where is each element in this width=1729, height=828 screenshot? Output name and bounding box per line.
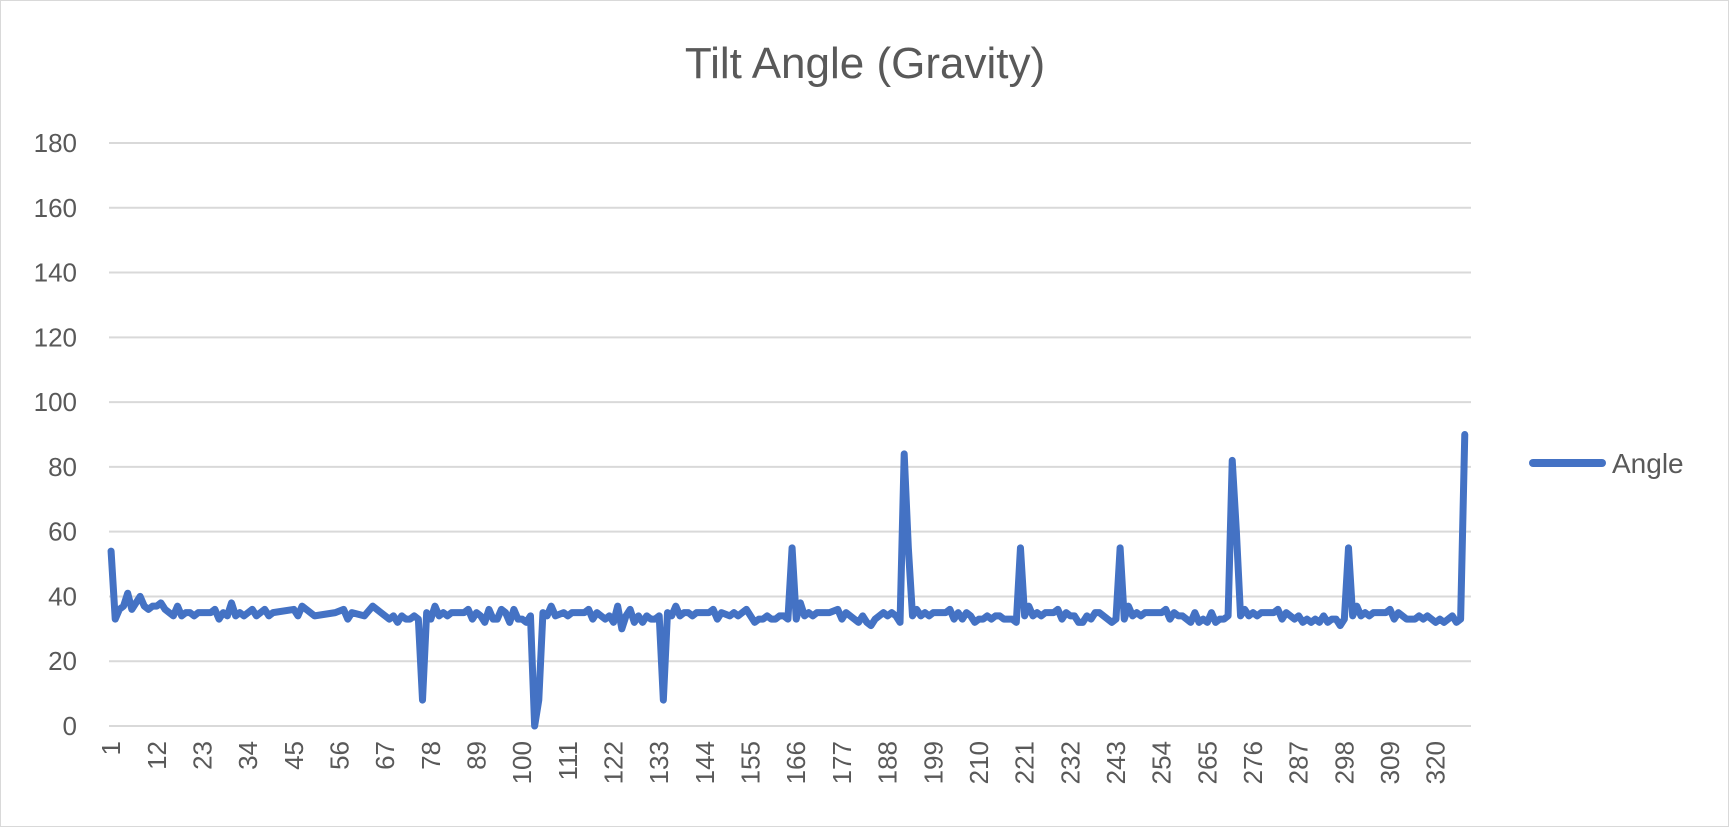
legend: Angle [1529, 448, 1684, 479]
x-tick-label: 232 [1055, 741, 1085, 784]
x-tick-label: 155 [736, 741, 766, 784]
x-tick-label: 265 [1192, 741, 1222, 784]
y-tick-label: 20 [48, 646, 77, 676]
x-axis-ticks: 1 12 23 34 45 56 67 78 89 100 111 122 133 144 155 166 17… [96, 741, 1451, 784]
x-tick-label: 144 [690, 741, 720, 784]
x-tick-label: 287 [1284, 741, 1314, 784]
y-tick-label: 60 [48, 517, 77, 547]
x-tick-label: 133 [644, 741, 674, 784]
x-tick-label: 210 [964, 741, 994, 784]
x-tick-label: 199 [918, 741, 948, 784]
x-tick-label: 243 [1101, 741, 1131, 784]
x-tick-label: 221 [1010, 741, 1040, 784]
x-tick-label: 298 [1329, 741, 1359, 784]
y-tick-label: 0 [63, 711, 77, 741]
y-axis-ticks: 0 20 40 60 80 100 120 140 160 180 [34, 128, 77, 741]
x-tick-label: 188 [873, 741, 903, 784]
x-tick-label: 276 [1238, 741, 1268, 784]
x-tick-label: 122 [599, 741, 629, 784]
chart-title: Tilt Angle (Gravity) [685, 39, 1045, 88]
x-tick-label: 78 [416, 741, 446, 770]
x-tick-label: 166 [781, 741, 811, 784]
y-tick-label: 100 [34, 387, 77, 417]
y-tick-label: 140 [34, 258, 77, 288]
x-tick-label: 320 [1421, 741, 1451, 784]
x-tick-label: 34 [233, 741, 263, 770]
y-tick-label: 120 [34, 322, 77, 352]
series-line-angle [107, 431, 1469, 730]
x-tick-label: 89 [461, 741, 491, 770]
series-layer [107, 431, 1469, 730]
y-tick-label: 160 [34, 193, 77, 223]
x-tick-label: 56 [324, 741, 354, 770]
x-tick-label: 45 [279, 741, 309, 770]
y-tick-label: 80 [48, 452, 77, 482]
x-tick-label: 67 [370, 741, 400, 770]
x-tick-label: 177 [827, 741, 857, 784]
x-tick-label: 111 [553, 741, 583, 781]
x-tick-label: 1 [96, 741, 126, 755]
y-tick-label: 40 [48, 581, 77, 611]
y-tick-label: 180 [34, 128, 77, 158]
x-tick-label: 254 [1147, 741, 1177, 784]
gridlines [109, 142, 1471, 727]
x-tick-label: 309 [1375, 741, 1405, 784]
x-tick-label: 23 [187, 741, 217, 770]
x-tick-label: 100 [507, 741, 537, 784]
legend-label-angle: Angle [1612, 448, 1684, 479]
x-tick-label: 12 [142, 741, 172, 770]
